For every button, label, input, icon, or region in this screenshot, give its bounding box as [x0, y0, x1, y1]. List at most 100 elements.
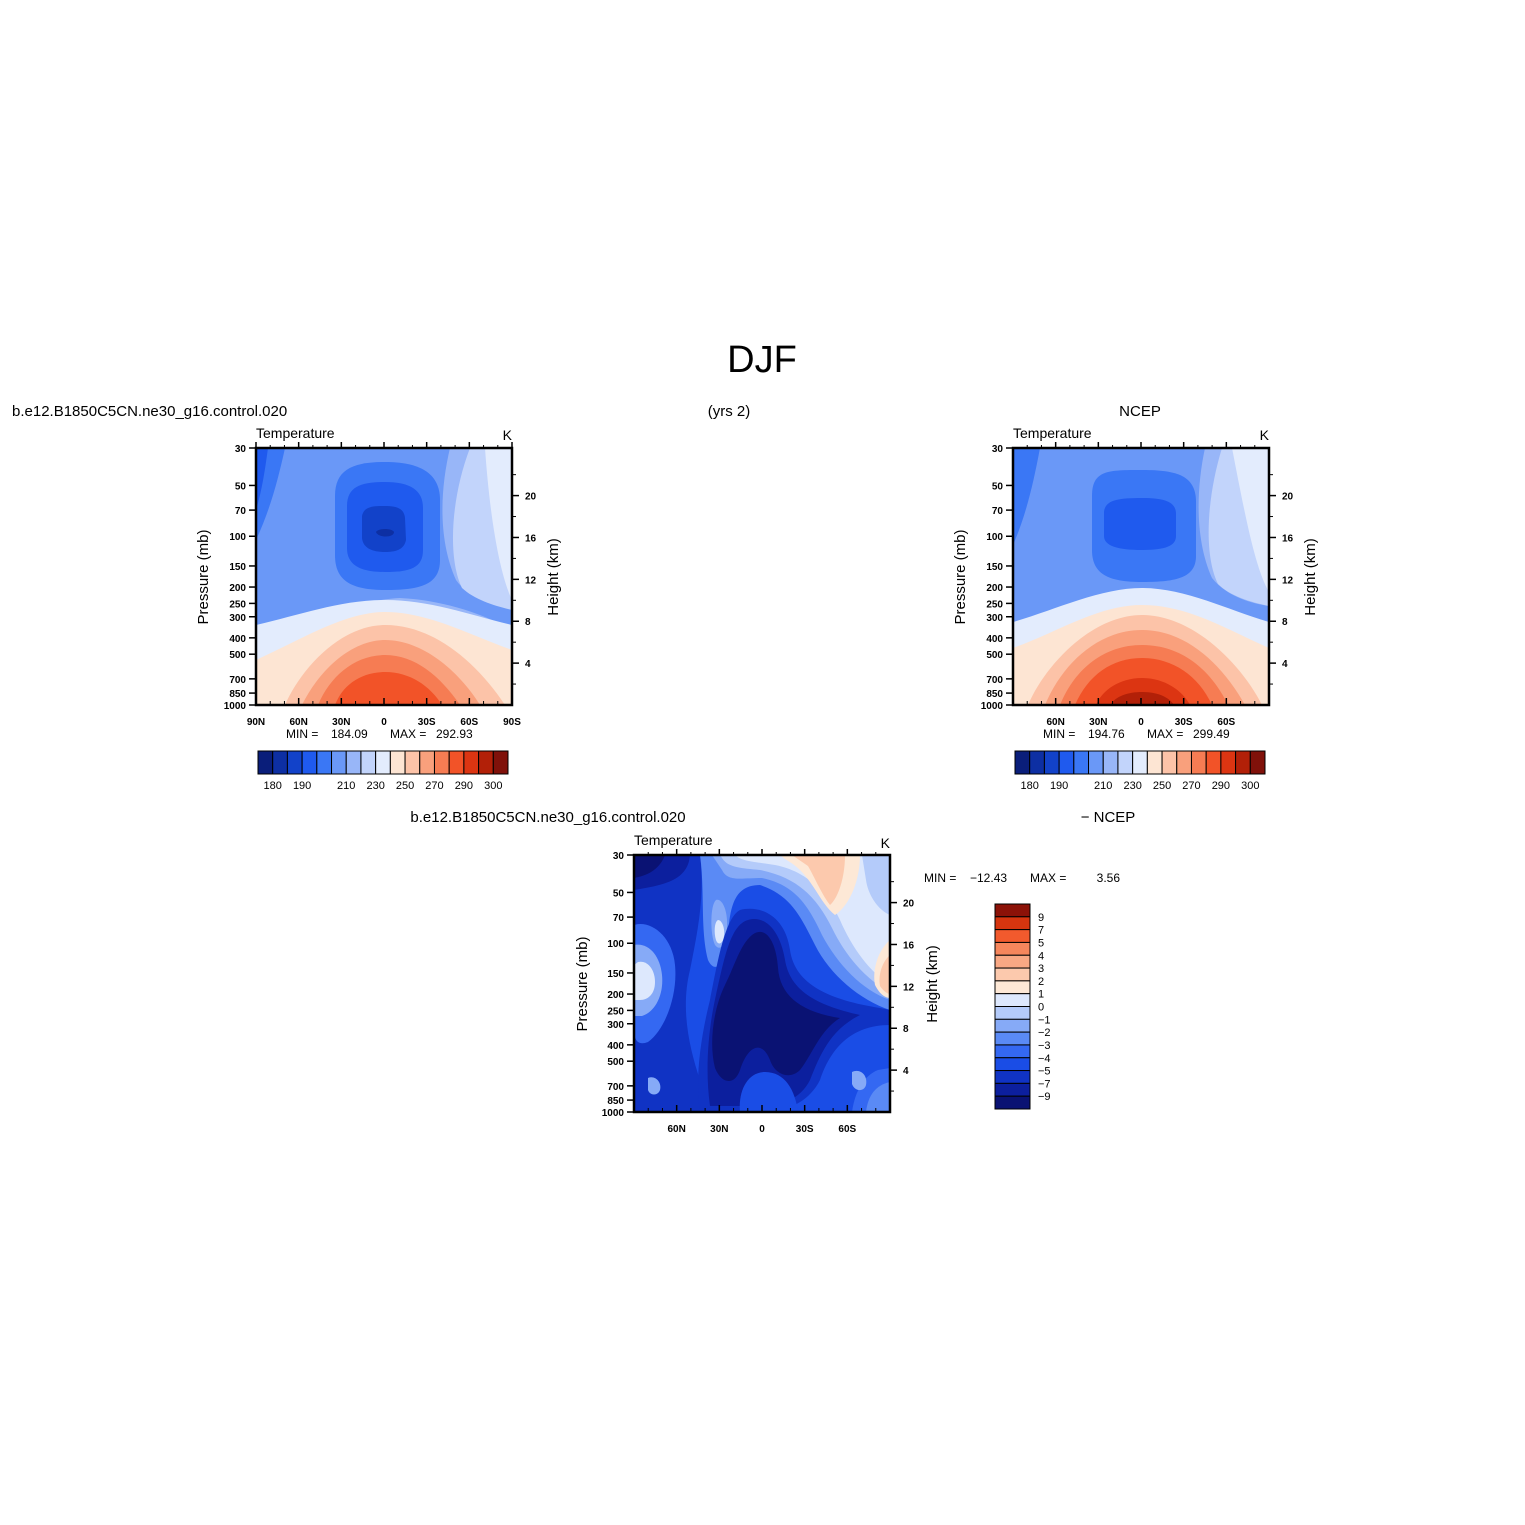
model-panel: Temperature K Pressure (mb) Height (km) …	[195, 425, 562, 792]
colorbar-box	[257, 750, 274, 775]
difference-panel: Temperature K Pressure (mb) Height (km) …	[574, 832, 1120, 1135]
colorbar-box	[994, 1070, 1031, 1084]
stats-min-label: MIN =	[924, 871, 956, 885]
colorbar-box	[389, 750, 406, 775]
contour-band	[714, 920, 725, 944]
model-colorbar: 180 190 210 230 250 270 290 300	[257, 750, 509, 792]
y-axis-label: Pressure (mb)	[952, 529, 969, 624]
contour-band	[485, 448, 512, 600]
units-label: K	[1260, 427, 1270, 443]
colorbar-box	[286, 750, 303, 775]
colorbar-label: 1	[1038, 989, 1044, 1001]
colorbar-label: 5	[1038, 937, 1044, 949]
colorbar-box	[360, 750, 377, 775]
contour-band	[852, 1070, 867, 1091]
colorbar-box	[1146, 750, 1163, 775]
height-tick-label: 8	[525, 617, 531, 628]
colorbar-box	[994, 903, 1031, 918]
colorbar-box	[463, 750, 480, 775]
y-axis-label: Pressure (mb)	[195, 529, 212, 624]
y-tick-label: 400	[607, 1041, 624, 1052]
x-tick-label: 30S	[1175, 717, 1193, 728]
x-tick-label: 30S	[796, 1124, 814, 1135]
colorbar-box	[994, 967, 1031, 982]
y-tick-label: 250	[229, 599, 246, 610]
y-tick-label: 300	[607, 1020, 624, 1031]
colorbar-label: −2	[1038, 1027, 1051, 1039]
y-tick-label: 850	[986, 689, 1003, 700]
y-tick-label: 500	[607, 1057, 624, 1068]
contour-band	[862, 855, 890, 915]
colorbar-label: 4	[1038, 950, 1044, 962]
contour-band	[792, 855, 845, 905]
y-axis-label-right: Height (km)	[924, 945, 941, 1023]
colorbar-box	[1117, 750, 1134, 775]
y-tick-label: 200	[607, 990, 624, 1001]
colorbar-box	[1220, 750, 1237, 775]
colorbar-label: 210	[1094, 780, 1112, 792]
x-tick-label: 30N	[710, 1124, 728, 1135]
colorbar-box	[419, 750, 435, 775]
panel-title: Temperature	[634, 832, 713, 848]
stats-min: 184.09	[331, 727, 368, 741]
bottom-right-label: − NCEP	[1081, 809, 1136, 826]
colorbar-label: 9	[1038, 912, 1044, 924]
colorbar-box	[272, 750, 288, 775]
stats-min: −12.43	[970, 871, 1007, 885]
y-axis-label-right: Height (km)	[1302, 538, 1319, 616]
contour-band	[866, 1082, 890, 1112]
height-tick-label: 16	[1282, 533, 1294, 544]
stats-max: 292.93	[436, 727, 473, 741]
y-tick-label: 700	[607, 1082, 624, 1093]
y-tick-label: 100	[986, 532, 1003, 543]
y-tick-label: 70	[992, 506, 1004, 517]
colorbar-label: −1	[1038, 1014, 1051, 1026]
stats-max-label: MAX =	[1147, 727, 1183, 741]
y-tick-label: 100	[229, 532, 246, 543]
colorbar-label: 180	[264, 780, 282, 792]
model-marks: 90N 60N 30N 0 30S 60S 90S 30 50 70 100 150 200 250 300…	[224, 442, 537, 728]
colorbar-box	[994, 1006, 1031, 1020]
y-tick-label: 70	[235, 506, 247, 517]
colorbar-box	[994, 993, 1031, 1007]
height-tick-label: 4	[903, 1066, 909, 1077]
height-tick-label: 12	[903, 982, 915, 993]
y-tick-label: 500	[986, 650, 1003, 661]
contour-band	[634, 855, 720, 1112]
stats-max-label: MAX =	[390, 727, 426, 741]
x-tick-label: 30N	[332, 717, 350, 728]
colorbar-box	[994, 954, 1031, 969]
stats-max: 3.56	[1097, 871, 1121, 885]
contour-band	[879, 955, 890, 994]
colorbar-box	[1205, 750, 1222, 775]
y-tick-label: 1000	[981, 701, 1004, 712]
colorbar-box	[433, 750, 450, 775]
colorbar-label: 230	[366, 780, 384, 792]
colorbar-label: −5	[1038, 1066, 1051, 1078]
colorbar-label: 250	[396, 780, 414, 792]
contour-band	[712, 931, 840, 1082]
y-tick-label: 400	[986, 634, 1003, 645]
y-tick-label: 100	[607, 939, 624, 950]
ncep-colorbar: 180 190 210 230 250 270 290 300	[1014, 750, 1266, 792]
top-left-label: b.e12.B1850C5CN.ne30_g16.control.020	[12, 403, 287, 420]
colorbar-box	[1190, 750, 1207, 775]
y-tick-label: 250	[986, 599, 1003, 610]
height-tick-label: 20	[903, 899, 915, 910]
colorbar-box	[994, 916, 1031, 931]
x-tick-label: 60S	[460, 717, 478, 728]
ncep-panel: Temperature K Pressure (mb) Height (km) …	[952, 425, 1319, 792]
colorbar-box	[994, 1018, 1031, 1033]
y-tick-label: 30	[613, 851, 625, 862]
colorbar-label: 3	[1038, 963, 1044, 975]
colorbar-label: 7	[1038, 925, 1044, 937]
colorbar-box	[404, 750, 421, 775]
x-tick-label: 60N	[667, 1124, 685, 1135]
colorbar-box	[994, 941, 1031, 956]
y-tick-label: 300	[986, 613, 1003, 624]
colorbar-box	[994, 1082, 1031, 1097]
colorbar-box	[1161, 750, 1178, 775]
y-tick-label: 1000	[602, 1108, 625, 1119]
y-tick-label: 150	[607, 969, 624, 980]
x-tick-label: 0	[381, 717, 387, 728]
